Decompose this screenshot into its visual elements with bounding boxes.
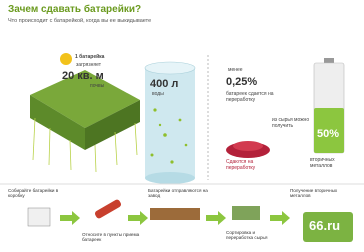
recycle-value: 0,25% bbox=[226, 76, 257, 89]
recycle-prefix: менее bbox=[228, 68, 243, 74]
step-text: Относите в пункты приема батареек bbox=[82, 232, 144, 243]
battery-icon bbox=[94, 199, 122, 220]
battery-icon bbox=[60, 53, 72, 65]
logo: 66.ru bbox=[309, 219, 340, 234]
water-bottom bbox=[145, 172, 195, 184]
water-top bbox=[145, 62, 195, 74]
reuse-value: 50% bbox=[317, 128, 339, 141]
soil-label: 1 батарейка bbox=[75, 55, 104, 61]
title: Зачем сдавать батарейки? bbox=[8, 4, 141, 16]
step-text: Получение вторичных металлов bbox=[290, 188, 356, 199]
water-unit: воды bbox=[152, 92, 164, 98]
factory-icon bbox=[150, 208, 200, 220]
battery-pile bbox=[233, 141, 263, 151]
recycle-text: батареек сдается на переработку bbox=[226, 92, 276, 104]
sorting-icon bbox=[232, 206, 260, 220]
soil-unit: почвы bbox=[90, 84, 104, 90]
recycle-note: Сдаются на переработку bbox=[226, 160, 276, 172]
step-text: Сортировка и переработка сырья bbox=[226, 230, 276, 241]
infographic: Зачем сдавать батарейки? Что происходит … bbox=[0, 0, 364, 252]
box-icon bbox=[28, 208, 50, 226]
battery-cap bbox=[324, 58, 334, 63]
reuse-text: из сырья можно получить bbox=[272, 118, 312, 130]
soil-value: 20 кв. м bbox=[62, 70, 104, 83]
soil-text: загрязняет bbox=[76, 63, 101, 69]
step-text: Собирайте батарейки в коробку bbox=[8, 188, 70, 199]
subtitle: Что происходит с батарейкой, когда вы ее… bbox=[8, 18, 151, 24]
reuse-note: вторичных металлов bbox=[310, 158, 355, 170]
water-value: 400 л bbox=[150, 78, 178, 91]
step-text: Батарейки отправляются на завод bbox=[148, 188, 208, 199]
